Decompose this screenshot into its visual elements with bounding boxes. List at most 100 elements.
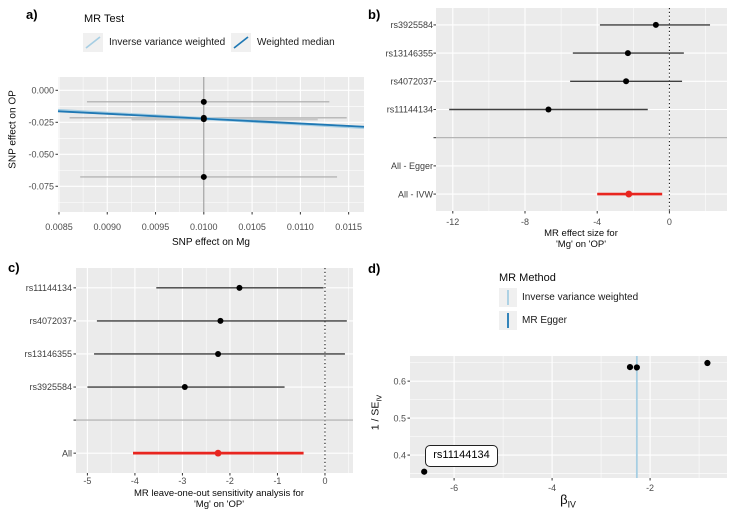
y-tick-label: 0.000 [31,86,54,96]
y-tick-label: -0.025 [28,117,54,127]
x-tick-label: 0.0090 [93,222,121,232]
snp-annotation-box: rs11144134 [425,445,498,467]
legend-label-ivw-method: Inverse variance weighted [522,292,639,303]
x-tick-label: -1 [273,476,281,486]
y-tick-label: 0.5 [393,413,406,423]
y-axis-title-d: 1 / SEIV [369,373,385,453]
legend-key-inverse-variance-weighted [83,33,103,52]
snp-point [200,98,207,105]
estimate-point [623,78,630,85]
estimate-point [652,21,659,28]
legend-key-mr-egger [499,311,517,330]
x-tick-label: 0.0100 [190,222,218,232]
row-label: rs4072037 [29,316,72,326]
snp-point [421,468,428,475]
row-label: rs13146355 [385,48,433,58]
x-axis-title-d-base: β [560,492,568,507]
mr-egger-vline-swatch-icon [507,313,509,328]
mr-regression-line [57,110,365,128]
x-tick-label: 0 [667,217,672,227]
row-label: rs4072037 [390,77,433,87]
row-label: All [62,448,72,458]
y-tick-label: 0.6 [393,376,406,386]
x-tick-label: 0.0085 [45,222,73,232]
snp-point [704,359,711,367]
panel-d-funnel: 0.4 0.5 0.6 -6 -4 -2 d) MR Method Inverse var… [365,258,730,517]
estimate-point [236,284,243,291]
estimate-point [625,190,633,198]
x-tick-label: 0.0110 [287,222,314,232]
panel-a-label: a) [26,7,38,22]
y-tick-label: -0.075 [28,181,54,191]
x-axis-title-c-line1: MR leave-one-out sensitivity analysis fo… [133,488,304,499]
panel-a-scatter: 0.000 -0.025 -0.050 -0.075 0.0085 0.0090 0.009… [0,0,365,258]
x-axis-title-b-line2: 'Mg' on 'OP' [555,238,607,250]
row-label: rs11144134 [26,283,72,293]
snp-point [626,363,634,371]
legend-label-ivw: Inverse variance weighted [109,37,226,48]
panel-b-label: b) [368,7,381,22]
x-tick-label: -4 [131,476,139,486]
plot-background [58,77,364,212]
x-tick-label: -3 [178,476,186,486]
x-tick-label: 0 [322,476,327,486]
snp-point [633,364,640,371]
x-tick-label: -8 [521,217,529,227]
y-tick-label: 0.4 [393,450,406,460]
row-label: rs3925584 [29,382,72,392]
row-label: All - IVW [398,189,434,199]
x-tick-label: 0.0095 [142,222,170,232]
legend-label-weighted-median: Weighted median [257,37,335,48]
ivw-line-swatch-icon [85,36,101,49]
panel-b-forest: rs3925584 rs13146355 rs4072037 rs11144134 Al… [365,0,730,258]
ivw-vline-swatch-icon [507,290,509,305]
x-tick-label: -2 [646,483,654,493]
x-axis-title-b: MR effect size for 'Mg' on 'OP' [471,228,691,251]
y-axis-title-d-base: 1 / SE [369,401,382,431]
estimate-point [217,317,224,324]
y-axis-title-a: SNP effect on OP [7,90,19,169]
estimate-point [181,384,188,391]
y-tick-label: -0.050 [28,149,54,159]
panel-c-label: c) [8,260,20,275]
legend-key-ivw-method [499,288,517,307]
forest-plot-canvas: rs3925584 rs13146355 rs4072037 rs11144134 Al… [385,8,727,227]
x-tick-label: -2 [226,476,234,486]
plot-background [76,268,353,473]
y-axis-title-d-sub: IV [375,394,384,402]
legend-key-weighted-median [231,33,251,52]
row-label: rs3925584 [390,20,433,30]
x-axis-title-a: SNP effect on Mg [171,237,250,248]
x-axis-title-d-sub: IV [567,499,576,510]
legend-label-mr-egger: MR Egger [522,315,568,326]
panel-d-label: d) [368,261,381,276]
mr-method-legend-title: MR Method [499,272,556,284]
x-tick-label: 0.0115 [335,222,362,232]
row-label: rs11144134 [387,105,433,115]
row-label: All - Egger [391,161,433,171]
x-tick-label: -5 [83,476,91,486]
panel-c-leave-one-out: rs11144134 rs4072037 rs13146355 rs3925584 Al… [0,258,365,517]
estimate-point [624,50,631,57]
snp-point [200,173,207,180]
leave-one-out-plot-canvas: rs11144134 rs4072037 rs13146355 rs3925584 Al… [24,268,353,486]
ivw-swatch-line [85,36,101,49]
row-label: rs13146355 [24,349,72,359]
x-axis-title-d: βIV [508,492,628,511]
x-tick-label: -6 [450,483,458,493]
weighted-median-line-swatch-icon [233,36,249,49]
x-tick-label: -4 [593,217,601,227]
x-axis-title-c-line2: 'Mg' on 'OP' [193,498,245,510]
x-axis-title-c: MR leave-one-out sensitivity analysis fo… [89,488,349,511]
estimate-point [215,350,222,357]
estimate-point [545,106,552,113]
scatter-plot-canvas: 0.000 -0.025 -0.050 -0.075 0.0085 0.0090 0.009… [28,77,365,232]
x-tick-label: -12 [446,217,459,227]
x-axis-title-b-line1: MR effect size for [544,228,618,239]
estimate-point [214,449,222,457]
mr-test-legend-title: MR Test [84,13,125,25]
weighted-median-swatch-line [233,36,249,49]
snp-point [200,116,207,123]
x-tick-label: -4 [548,483,556,493]
